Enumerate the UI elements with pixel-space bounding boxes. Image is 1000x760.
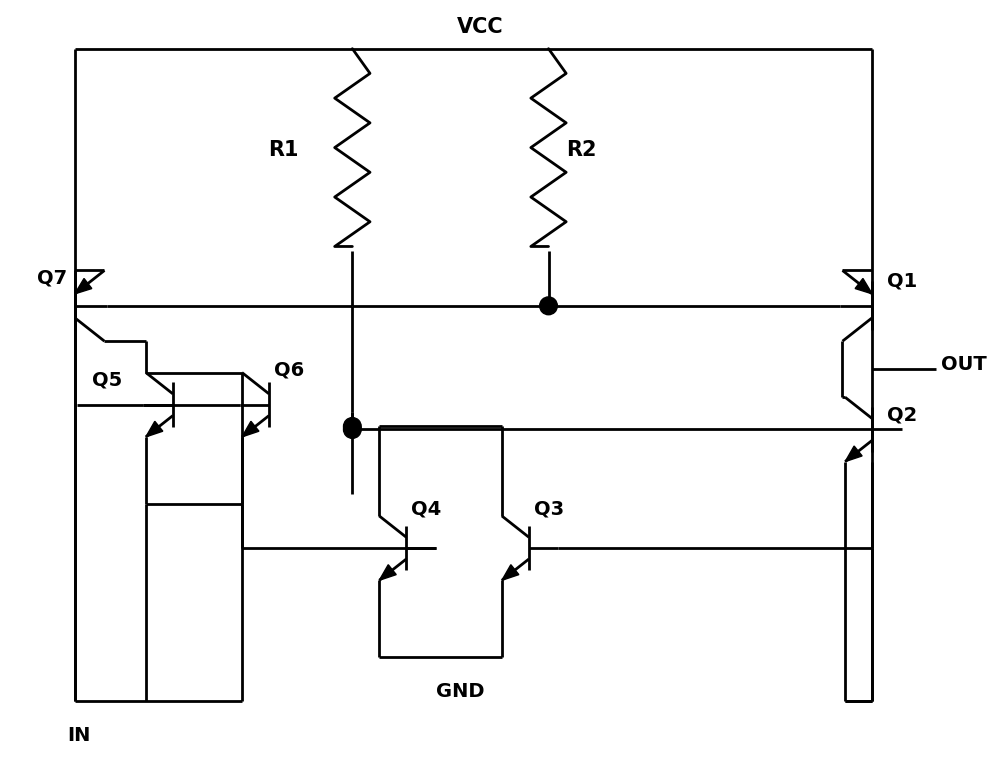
Polygon shape xyxy=(502,565,519,581)
Circle shape xyxy=(344,417,361,435)
Text: VCC: VCC xyxy=(457,17,503,36)
Polygon shape xyxy=(75,278,92,294)
Text: Q4: Q4 xyxy=(411,499,441,518)
Text: R1: R1 xyxy=(268,140,298,160)
Polygon shape xyxy=(379,565,396,581)
Circle shape xyxy=(540,297,557,315)
Text: Q1: Q1 xyxy=(887,271,917,290)
Polygon shape xyxy=(855,278,872,294)
Text: GND: GND xyxy=(436,682,484,701)
Polygon shape xyxy=(242,421,259,437)
Circle shape xyxy=(344,420,361,439)
Text: OUT: OUT xyxy=(941,355,987,374)
Text: Q7: Q7 xyxy=(37,268,67,287)
Text: Q2: Q2 xyxy=(887,405,917,424)
Polygon shape xyxy=(845,446,862,461)
Text: IN: IN xyxy=(67,726,90,745)
Text: Q3: Q3 xyxy=(534,499,564,518)
Polygon shape xyxy=(146,421,163,437)
Text: Q5: Q5 xyxy=(92,371,122,390)
Text: R2: R2 xyxy=(566,140,597,160)
Text: Q6: Q6 xyxy=(274,360,304,379)
